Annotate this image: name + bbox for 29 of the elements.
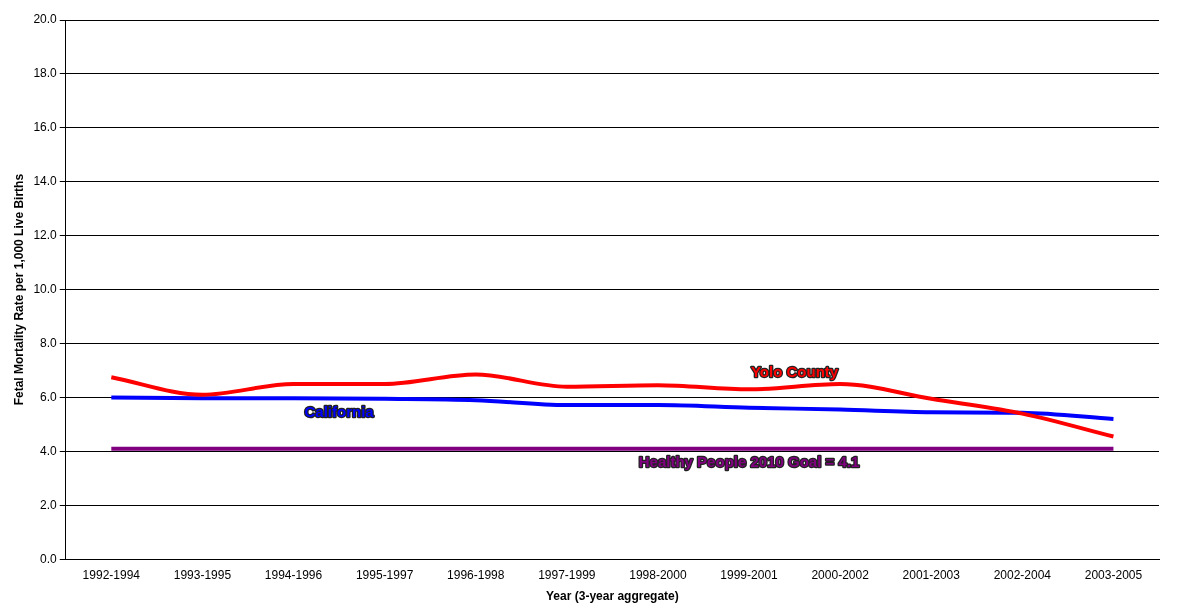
y-tick-label: 18.0 xyxy=(33,66,58,81)
y-tick-label: 8.0 xyxy=(40,335,58,350)
x-axis-title: Year (3-year aggregate) xyxy=(546,589,679,604)
y-tick-label: 20.0 xyxy=(33,12,58,27)
series-label: California xyxy=(304,402,375,420)
y-tick-label: 10.0 xyxy=(33,281,58,296)
x-tick-label: 2001-2003 xyxy=(902,567,961,582)
line-series xyxy=(109,395,1116,422)
y-tick-label: 16.0 xyxy=(33,120,58,135)
series-label: Yolo County xyxy=(750,362,839,380)
x-tick-label: 2003-2005 xyxy=(1084,567,1143,582)
y-tick-label: 6.0 xyxy=(40,389,58,404)
x-tick-label: 1994-1996 xyxy=(264,567,323,582)
y-axis-title: Fetal Mortality Rate per 1,000 Live Births xyxy=(11,173,26,406)
x-tick-label: 2000-2002 xyxy=(811,567,870,582)
x-tick-label: 1992-1994 xyxy=(82,567,141,582)
y-tick-label: 14.0 xyxy=(33,174,58,189)
x-tick-label: 1996-1998 xyxy=(447,567,505,582)
x-tick-label: 1995-1997 xyxy=(355,567,414,582)
x-tick-label: 1997-1999 xyxy=(538,567,596,582)
y-tick-label: 2.0 xyxy=(40,497,58,512)
ref-line-label: Healthy People 2010 Goal = 4.1 xyxy=(638,452,860,470)
x-tick-label: 1993-1995 xyxy=(173,567,232,582)
y-tick-label: 12.0 xyxy=(33,227,58,242)
y-tick-label: 4.0 xyxy=(40,443,58,458)
x-tick-label: 1999-2001 xyxy=(720,567,779,582)
x-tick-label: 1998-2000 xyxy=(629,567,687,582)
x-tick-label: 2002-2004 xyxy=(993,567,1052,582)
y-tick-label: 0.0 xyxy=(40,551,58,566)
